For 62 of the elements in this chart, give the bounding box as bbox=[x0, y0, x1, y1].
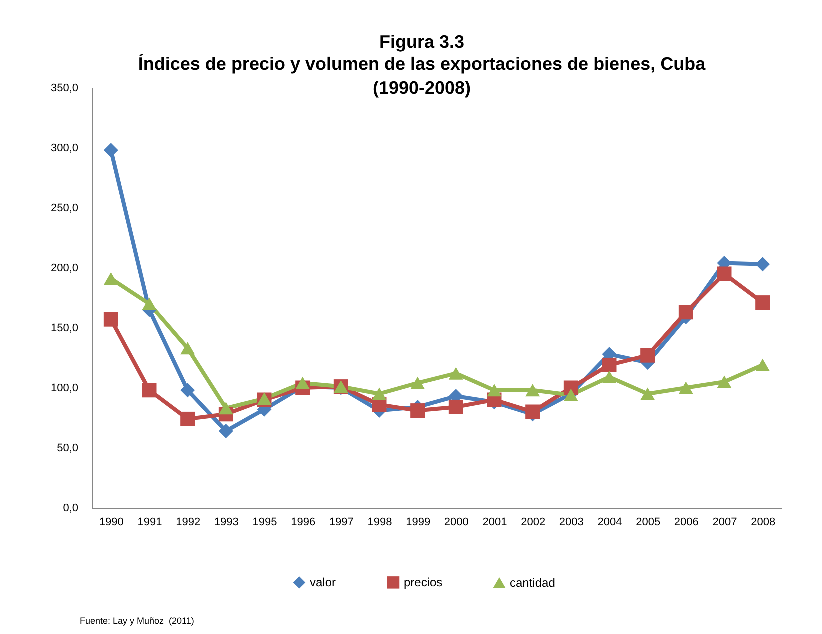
source-note: Fuente: Lay y Muñoz (2011) bbox=[80, 616, 194, 626]
point bbox=[372, 388, 387, 400]
x-tick-label: 2008 bbox=[751, 516, 776, 528]
x-tick-label: 1993 bbox=[214, 516, 239, 528]
y-tick-label: 100,0 bbox=[50, 382, 78, 394]
y-tick-label: 300,0 bbox=[50, 142, 78, 154]
chart-title: Figura 3.3 bbox=[379, 32, 465, 52]
point bbox=[296, 376, 310, 390]
point bbox=[756, 257, 770, 272]
point bbox=[640, 348, 656, 363]
x-tick-label: 2006 bbox=[674, 516, 699, 528]
point bbox=[640, 388, 656, 400]
x-tick-label: 2007 bbox=[712, 516, 738, 528]
point bbox=[180, 412, 196, 426]
point bbox=[218, 424, 234, 438]
x-tick-label: 2003 bbox=[559, 516, 584, 528]
legend-label: valor bbox=[310, 576, 336, 590]
point bbox=[756, 296, 770, 310]
y-tick-label: 0,0 bbox=[63, 502, 78, 514]
point bbox=[526, 404, 540, 420]
point bbox=[602, 370, 617, 384]
point bbox=[104, 272, 118, 286]
x-tick-label: 1998 bbox=[368, 516, 392, 528]
point bbox=[180, 342, 196, 355]
y-tick-label: 150,0 bbox=[50, 322, 78, 334]
x-tick-label: 1996 bbox=[291, 516, 316, 528]
point bbox=[448, 367, 464, 380]
x-tick-label: 2004 bbox=[598, 516, 622, 528]
x-tick-label: 1995 bbox=[252, 516, 278, 528]
x-tick-label: 2000 bbox=[444, 516, 469, 528]
point bbox=[487, 384, 502, 397]
point bbox=[410, 376, 426, 390]
x-tick-label: 1990 bbox=[99, 516, 124, 528]
x-tick-label: 1991 bbox=[138, 516, 162, 528]
x-tick-label: 2001 bbox=[482, 516, 508, 528]
y-tick-label: 50,0 bbox=[57, 442, 78, 454]
point bbox=[678, 305, 694, 320]
point bbox=[678, 382, 694, 394]
y-tick-label: 250,0 bbox=[50, 202, 78, 214]
point bbox=[104, 143, 118, 158]
x-tick-label: 2005 bbox=[636, 516, 661, 528]
y-tick-label: 350,0 bbox=[50, 82, 78, 94]
point bbox=[526, 384, 540, 397]
legend-label: cantidad bbox=[510, 576, 556, 590]
point bbox=[142, 383, 157, 398]
point bbox=[180, 383, 196, 398]
chart-subtitle: Índices de precio y volumen de las exportaciones de bienes, Cuba (1990-2008) bbox=[138, 54, 707, 98]
y-tick-label: 200,0 bbox=[50, 262, 78, 274]
x-tick-label: 1992 bbox=[176, 516, 201, 528]
x-tick-label: 1999 bbox=[406, 516, 431, 528]
legend-label: precios bbox=[404, 576, 443, 590]
point bbox=[717, 266, 732, 282]
point bbox=[410, 404, 426, 418]
point bbox=[756, 358, 770, 372]
point bbox=[717, 376, 732, 388]
point bbox=[602, 358, 617, 372]
point bbox=[104, 312, 118, 327]
point bbox=[142, 298, 157, 310]
point bbox=[448, 400, 464, 414]
x-tick-label: 1997 bbox=[329, 516, 354, 528]
x-tick-label: 2002 bbox=[521, 516, 546, 528]
point bbox=[218, 402, 234, 415]
